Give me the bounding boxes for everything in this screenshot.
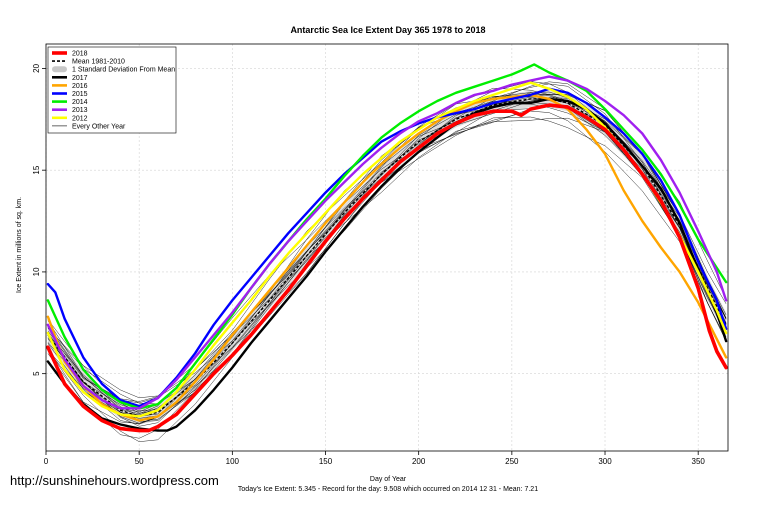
x-tick-label: 150 (319, 457, 333, 466)
x-tick-label: 0 (44, 457, 49, 466)
series-line-2016 (46, 93, 728, 422)
footer-stats: Today's Ice Extent: 5.345 - Record for t… (238, 486, 538, 493)
mean-line (47, 98, 727, 418)
legend-label: 2013 (72, 107, 88, 114)
legend-label: 2012 (72, 115, 88, 122)
legend-label: 1 Standard Deviation From Mean (72, 67, 175, 74)
std-deviation-band (47, 90, 727, 425)
y-tick-label: 5 (32, 371, 41, 376)
legend-label: 2016 (72, 83, 88, 90)
series-line-2013 (46, 75, 728, 410)
y-tick-label: 20 (32, 63, 41, 72)
plot-frame (45, 43, 729, 452)
std-band-area (47, 90, 727, 425)
x-tick-label: 200 (412, 457, 426, 466)
legend-swatch (52, 66, 67, 73)
y-tick-label: 10 (32, 267, 41, 276)
series-line-2014 (46, 63, 728, 410)
chart-title: Antarctic Sea Ice Extent Day 365 1978 to… (290, 25, 485, 35)
series-lines (46, 63, 728, 433)
legend-label: Every Other Year (72, 123, 126, 130)
x-axis-label: Day of Year (370, 476, 407, 483)
x-tick-label: 250 (505, 457, 519, 466)
x-tick-label: 300 (598, 457, 612, 466)
legend-label: 2014 (72, 99, 88, 106)
legend-box (47, 46, 177, 134)
series-line-2015 (46, 87, 728, 408)
x-tick-label: 100 (226, 457, 240, 466)
watermark-url: http://sunshinehours.wordpress.com (10, 473, 219, 488)
every-other-year-line (47, 116, 727, 439)
series-line-2018 (46, 103, 728, 433)
legend-label: 2018 (72, 51, 88, 58)
x-tick-label: 50 (135, 457, 144, 466)
y-tick-label: 15 (32, 165, 41, 174)
series-line-2017 (46, 97, 728, 432)
legend-label: 2015 (72, 91, 88, 98)
legend-label: 2017 (72, 75, 88, 82)
x-tick-label: 350 (692, 457, 706, 466)
y-axis-label: Ice Extent in millions of sq. km. (16, 197, 23, 293)
legend-label: Mean 1981-2010 (72, 59, 125, 66)
y-axis: 5 10 15 20 (32, 63, 46, 376)
x-axis: 0 50 100 150 200 250 300 350 (44, 451, 706, 466)
mean-line-group (47, 98, 727, 418)
